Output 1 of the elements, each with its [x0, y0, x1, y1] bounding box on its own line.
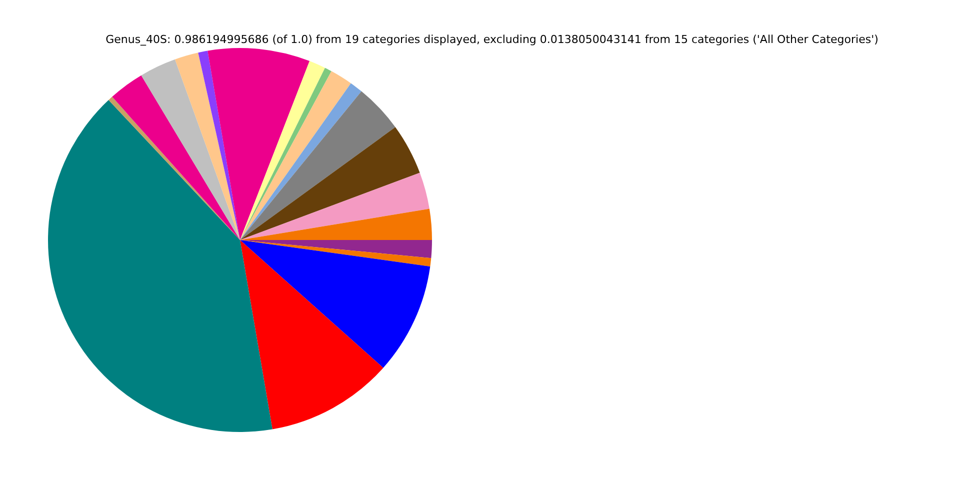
text: Genus_40S: 0.986194995686 (of 1.0) from 19 categories displayed, excluding 0.0138050043141 from 15 categories ('All Other Categories'): [104, 33, 880, 46]
